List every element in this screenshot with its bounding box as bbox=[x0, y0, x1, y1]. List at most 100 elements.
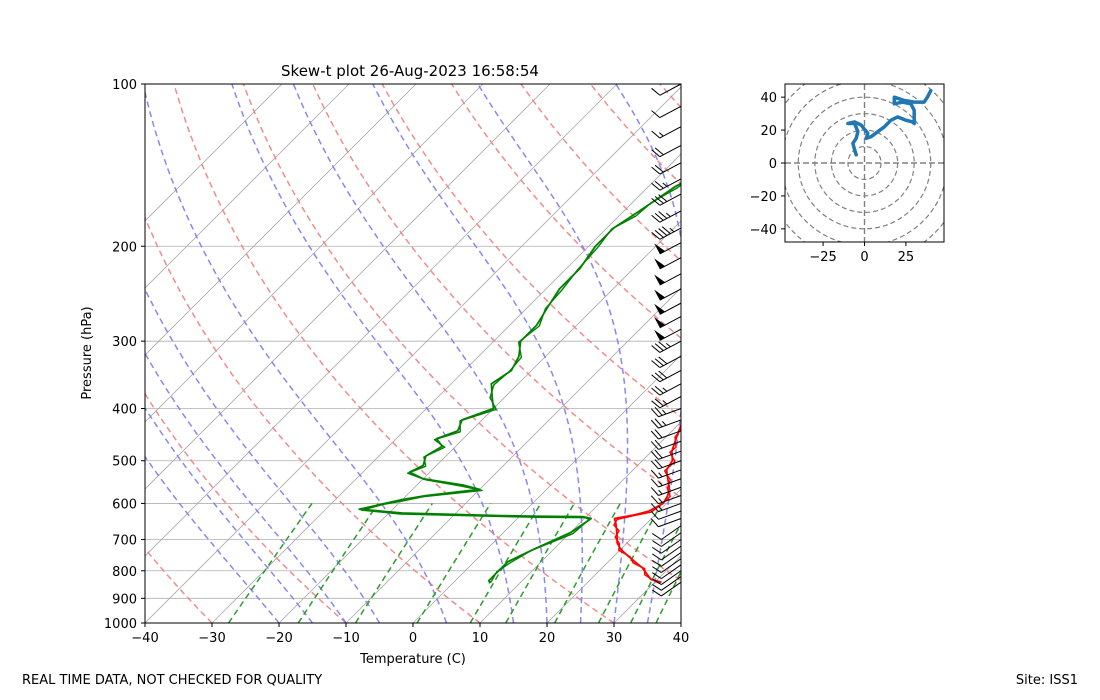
barb-full bbox=[652, 553, 662, 561]
x-tick-label: 40 bbox=[673, 631, 690, 646]
barb-full bbox=[650, 469, 659, 479]
barb-full bbox=[654, 398, 664, 407]
wind-barb bbox=[654, 316, 682, 329]
barb-full bbox=[654, 459, 663, 468]
dry-adiabat bbox=[145, 392, 347, 623]
dry-adiabat bbox=[659, 84, 681, 109]
dry-adiabat bbox=[242, 84, 681, 582]
isotherm-line bbox=[345, 287, 681, 623]
barb-staff bbox=[658, 419, 682, 429]
wind-barb bbox=[651, 193, 682, 206]
barb-full bbox=[651, 345, 661, 353]
wind-barb bbox=[654, 257, 682, 270]
hodograph-x-label: 25 bbox=[898, 250, 915, 265]
barb-staff bbox=[661, 564, 682, 580]
barb-staff bbox=[659, 144, 682, 158]
barb-pennant bbox=[654, 258, 666, 269]
barb-full bbox=[658, 356, 668, 365]
barb-staff bbox=[661, 539, 682, 554]
barb-full bbox=[654, 406, 663, 416]
dewpoint-profile bbox=[358, 182, 681, 583]
barb-staff bbox=[658, 469, 682, 479]
barb-full bbox=[654, 358, 664, 367]
barb-staff bbox=[658, 430, 682, 440]
wind-barb bbox=[651, 178, 682, 191]
y-axis-label: Pressure (hPa) bbox=[80, 306, 95, 399]
dry-adiabat bbox=[145, 547, 213, 623]
barb-staff bbox=[658, 440, 682, 450]
barb-staff bbox=[659, 193, 682, 206]
quality-disclaimer: REAL TIME DATA, NOT CHECKED FOR QUALITY bbox=[22, 673, 323, 688]
barb-full bbox=[650, 510, 659, 520]
y-tick-label: 700 bbox=[112, 534, 137, 549]
wind-barb bbox=[650, 486, 682, 496]
wind-barb bbox=[650, 510, 682, 520]
barb-full bbox=[658, 194, 668, 202]
mixing-ratio-line bbox=[227, 502, 313, 623]
mixing-ratio-line bbox=[354, 502, 434, 623]
barb-full bbox=[650, 451, 659, 460]
barb-staff bbox=[659, 178, 682, 191]
wind-barb bbox=[652, 552, 682, 567]
wind-barbs bbox=[650, 83, 682, 597]
skewt-plot: Skew-t plot 26-Aug-2023 16:58:54 −40 −30−… bbox=[80, 62, 690, 667]
isotherm-line bbox=[145, 86, 681, 623]
barb-full bbox=[654, 213, 664, 221]
barb-half bbox=[658, 132, 664, 137]
y-tick-label: 900 bbox=[112, 592, 137, 607]
barb-staff bbox=[661, 532, 682, 547]
barb-full bbox=[650, 478, 659, 488]
hodograph-y-ticks: 40 20 0 −20 −40 bbox=[750, 91, 785, 238]
barb-full bbox=[661, 226, 671, 235]
mixing-ratio-lines bbox=[227, 502, 681, 623]
skewt-grid bbox=[145, 84, 681, 623]
hodograph-y-label: −40 bbox=[750, 223, 777, 238]
barb-full bbox=[658, 341, 668, 350]
barb-full bbox=[650, 408, 659, 418]
wind-barb bbox=[650, 439, 682, 450]
y-tick-label: 500 bbox=[112, 455, 137, 470]
dewpoint-profile-trace bbox=[361, 184, 681, 584]
y-tick-label: 800 bbox=[112, 565, 137, 580]
x-tick-label: 10 bbox=[472, 631, 489, 646]
barb-full bbox=[654, 449, 663, 459]
barb-full bbox=[652, 566, 662, 573]
barb-staff bbox=[661, 545, 682, 561]
barb-pennant bbox=[654, 317, 666, 328]
wind-barb bbox=[651, 340, 682, 353]
barb-staff bbox=[658, 502, 682, 513]
barb-full bbox=[658, 228, 668, 236]
barb-full bbox=[651, 87, 661, 96]
dry-adiabat bbox=[381, 84, 681, 418]
barb-full bbox=[650, 487, 659, 496]
x-axis-label: Temperature (C) bbox=[359, 652, 466, 667]
isotherm-line bbox=[613, 555, 681, 623]
barb-full bbox=[654, 164, 664, 173]
y-tick-label: 200 bbox=[112, 240, 137, 255]
barb-full bbox=[652, 540, 662, 547]
barb-staff bbox=[661, 525, 682, 540]
barb-full bbox=[651, 360, 661, 368]
barb-full bbox=[654, 418, 663, 428]
x-tick-label: −30 bbox=[198, 631, 225, 646]
barb-staff bbox=[661, 558, 682, 573]
barb-full bbox=[652, 559, 662, 567]
isotherm-line bbox=[145, 84, 551, 490]
barb-full bbox=[651, 374, 661, 383]
wind-barb bbox=[652, 564, 682, 580]
wind-barb bbox=[651, 105, 682, 119]
wind-barb bbox=[651, 126, 682, 139]
barb-full bbox=[651, 130, 661, 139]
moist-adiabat bbox=[145, 287, 381, 623]
barb-staff bbox=[659, 162, 682, 175]
wind-barb bbox=[651, 210, 682, 223]
mixing-ratio-line bbox=[297, 502, 379, 623]
y-tick-label: 1000 bbox=[104, 617, 137, 632]
barb-full bbox=[654, 147, 664, 156]
hodograph-y-label: 0 bbox=[769, 157, 777, 172]
barb-full bbox=[652, 589, 662, 597]
isotherm-line bbox=[680, 622, 681, 623]
barb-full bbox=[651, 166, 661, 175]
dry-adiabats bbox=[145, 84, 681, 623]
mixing-ratio-line bbox=[469, 503, 542, 623]
